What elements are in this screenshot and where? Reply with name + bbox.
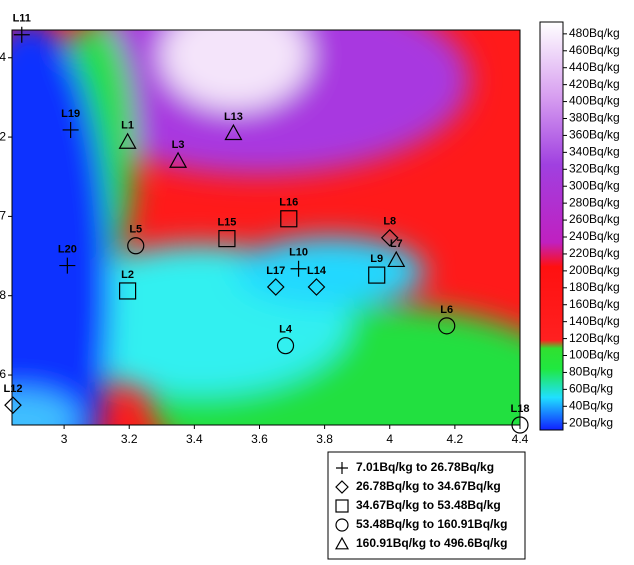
point-label: L12 — [3, 383, 22, 395]
point-label: L11 — [13, 13, 31, 25]
sample-point — [368, 266, 386, 284]
legend-label: 26.78Bq/kg to 34.67Bq/kg — [356, 479, 501, 493]
point-label: L17 — [266, 265, 285, 277]
point-label: L8 — [383, 216, 396, 228]
legend-label: 160.91Bq/kg to 496.6Bq/kg — [356, 536, 507, 550]
colorbar-tick-label: 120Bq/kg — [569, 331, 620, 345]
sample-point — [280, 210, 298, 228]
colorbar-tick-label: 220Bq/kg — [569, 246, 620, 260]
colorbar-tick-label: 160Bq/kg — [569, 297, 620, 311]
y-tick-label: 2 — [0, 129, 6, 143]
colorbar-tick-label: 420Bq/kg — [569, 77, 620, 91]
sample-point — [218, 230, 236, 248]
sample-point — [380, 228, 399, 247]
point-label: L5 — [129, 224, 142, 236]
sample-point — [127, 237, 145, 255]
sample-point — [169, 151, 188, 168]
colorbar-tick-label: 400Bq/kg — [569, 94, 620, 108]
sample-point — [511, 416, 529, 434]
point-label: L9 — [370, 253, 383, 265]
colorbar-tick-label: 380Bq/kg — [569, 111, 620, 125]
legend-symbol — [335, 518, 349, 532]
colorbar-tick-label: 140Bq/kg — [569, 314, 620, 328]
legend-symbol — [334, 536, 350, 550]
colorbar-tick-label: 200Bq/kg — [569, 263, 620, 277]
colorbar-tick-label: 100Bq/kg — [569, 348, 620, 362]
colorbar-tick-label: 280Bq/kg — [569, 195, 620, 209]
colorbar-tick-label: 320Bq/kg — [569, 161, 620, 175]
legend-box — [327, 451, 526, 560]
point-label: L3 — [172, 139, 185, 151]
point-label: L2 — [121, 269, 134, 281]
point-label: L14 — [307, 265, 327, 277]
y-tick-label: 6 — [0, 367, 6, 381]
sample-point — [224, 123, 243, 141]
x-tick-label: 3.2 — [121, 432, 138, 446]
colorbar-tick-label: 20Bq/kg — [569, 415, 613, 429]
legend-label: 34.67Bq/kg to 53.48Bq/kg — [356, 498, 501, 512]
sample-point — [118, 132, 137, 149]
y-tick-label: 8 — [0, 288, 6, 302]
legend-label: 53.48Bq/kg to 160.91Bq/kg — [356, 517, 507, 531]
colorbar-tick-label: 180Bq/kg — [569, 280, 620, 294]
plot-frame — [11, 29, 521, 426]
x-tick-label: 3.4 — [186, 432, 203, 446]
y-tick-label: 4 — [0, 50, 6, 64]
colorbar-tick-label: 260Bq/kg — [569, 212, 620, 226]
legend-symbol — [336, 462, 348, 474]
point-label: L18 — [511, 403, 530, 415]
sample-point — [438, 317, 456, 335]
point-label: L7 — [390, 238, 403, 250]
legend-symbol — [335, 499, 349, 513]
colorbar-tick-label: 240Bq/kg — [569, 229, 620, 243]
point-label: L15 — [217, 217, 236, 229]
point-label: L4 — [279, 324, 293, 336]
colorbar-tick-label: 440Bq/kg — [569, 60, 620, 74]
point-label: L20 — [58, 243, 77, 255]
x-tick-label: 4.4 — [512, 432, 529, 446]
point-label: L16 — [279, 197, 298, 209]
sample-point — [307, 278, 326, 296]
colorbar-tick-label: 300Bq/kg — [569, 178, 620, 192]
x-tick-label: 3 — [61, 432, 68, 446]
sample-point — [13, 26, 30, 43]
sample-point — [387, 250, 406, 268]
colorbar-tick-label: 480Bq/kg — [569, 26, 620, 40]
point-label: L1 — [121, 120, 134, 132]
point-label: L6 — [440, 304, 453, 316]
colorbar-tick-label: 60Bq/kg — [569, 382, 613, 396]
colorbar-tick-label: 40Bq/kg — [569, 398, 613, 412]
colorbar-tick-label: 460Bq/kg — [569, 43, 620, 57]
x-tick-label: 3.8 — [316, 432, 333, 446]
point-label: L10 — [289, 247, 308, 259]
point-label: L13 — [224, 111, 243, 123]
sample-point — [276, 337, 295, 355]
x-tick-label: 4 — [386, 432, 393, 446]
legend-symbol — [335, 480, 349, 494]
colorbar-tick-label: 80Bq/kg — [569, 365, 613, 379]
x-tick-label: 4.2 — [447, 432, 464, 446]
sample-point — [119, 282, 137, 300]
x-tick-label: 3.6 — [251, 432, 268, 446]
sample-point — [62, 121, 79, 138]
sample-point — [290, 260, 307, 277]
legend-label: 7.01Bq/kg to 26.78Bq/kg — [356, 460, 494, 474]
colorbar-tick-label: 360Bq/kg — [569, 128, 620, 142]
colorbar — [539, 21, 564, 431]
sample-point — [59, 257, 76, 274]
point-label: L19 — [61, 108, 80, 120]
y-tick-label: 7 — [0, 209, 6, 223]
sample-point — [4, 396, 22, 415]
colorbar-tick-label: 340Bq/kg — [569, 145, 620, 159]
sample-point — [266, 278, 285, 296]
